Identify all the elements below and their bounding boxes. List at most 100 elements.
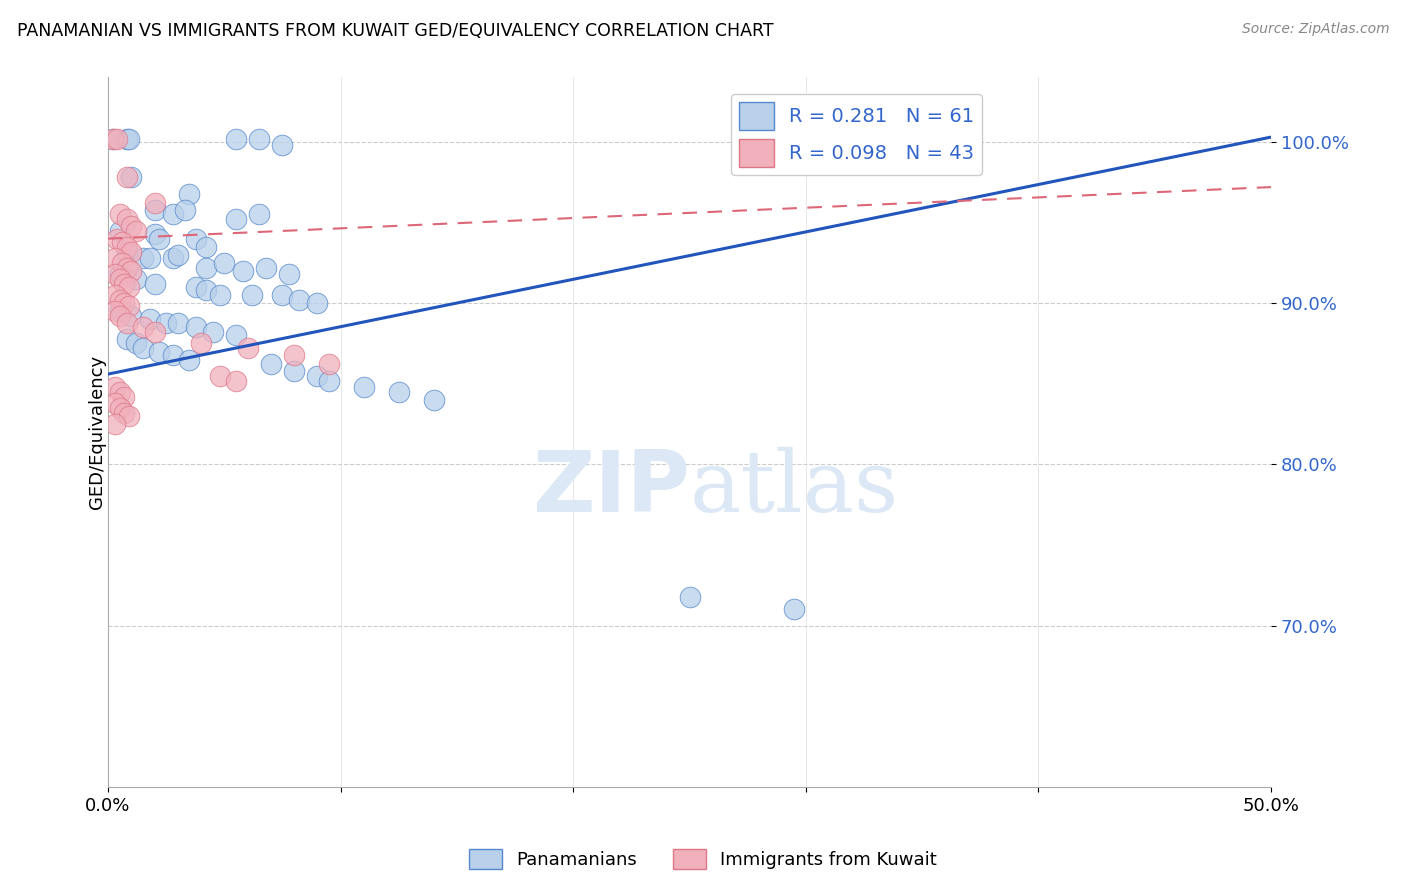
Point [112,390,135,404]
Point [115,260,138,275]
Point [108,304,131,318]
Point [143,277,166,291]
Point [143,196,166,211]
Point [201,325,224,339]
Point [118,132,141,146]
Point [143,227,166,241]
Point [179,352,201,367]
Point [108,207,131,221]
Point [190,336,212,351]
Legend: Panamanians, Immigrants from Kuwait: Panamanians, Immigrants from Kuwait [460,839,946,879]
Point [194,260,217,275]
Point [240,288,263,302]
Point [194,240,217,254]
Point [318,374,340,388]
Point [115,316,138,330]
Point [101,132,124,146]
Point [115,212,138,227]
Point [105,232,128,246]
Text: atlas: atlas [689,447,898,531]
Point [125,336,148,351]
Point [112,406,135,420]
Point [115,244,138,259]
Point [118,299,141,313]
Point [208,288,231,302]
Y-axis label: GED/Equivalency: GED/Equivalency [89,355,105,509]
Point [307,368,329,383]
Point [115,132,138,146]
Point [132,251,155,265]
Point [108,267,131,281]
Point [108,309,131,323]
Point [118,280,141,294]
Point [162,207,184,221]
Point [225,132,247,146]
Point [271,138,294,153]
Point [166,316,188,330]
Point [162,348,184,362]
Point [214,256,236,270]
Point [186,280,208,294]
Point [388,384,411,399]
Point [132,341,155,355]
Point [105,132,128,146]
Point [225,374,247,388]
Point [104,417,127,431]
Text: PANAMANIAN VS IMMIGRANTS FROM KUWAIT GED/EQUIVALENCY CORRELATION CHART: PANAMANIAN VS IMMIGRANTS FROM KUWAIT GED… [17,22,773,40]
Point [108,401,131,415]
Point [120,244,142,259]
Point [120,170,142,185]
Point [101,132,124,146]
Point [208,368,231,383]
Point [236,341,259,355]
Point [132,320,155,334]
Point [287,293,309,307]
Point [104,396,127,410]
Point [139,251,162,265]
Point [115,240,138,254]
Point [271,288,294,302]
Point [283,348,305,362]
Text: ZIP: ZIP [531,448,689,531]
Point [318,358,340,372]
Point [247,132,270,146]
Point [104,267,127,281]
Point [260,358,283,372]
Point [125,224,148,238]
Point [186,232,208,246]
Point [115,170,138,185]
Point [186,320,208,334]
Point [225,212,247,227]
Point [104,251,127,265]
Point [104,304,127,318]
Point [115,332,138,346]
Point [247,207,270,221]
Point [111,256,134,270]
Point [254,260,277,275]
Point [120,309,142,323]
Point [179,186,201,201]
Point [422,392,444,407]
Point [148,344,170,359]
Point [112,296,135,310]
Point [162,251,184,265]
Text: Source: ZipAtlas.com: Source: ZipAtlas.com [1241,22,1389,37]
Point [307,296,329,310]
Point [108,384,131,399]
Point [173,202,195,217]
Point [108,293,131,307]
Point [283,364,305,378]
Point [118,409,141,423]
Point [353,380,375,394]
Point [194,283,217,297]
Point [166,248,188,262]
Point [120,219,142,233]
Point [108,272,131,286]
Point [678,590,700,604]
Point [232,264,254,278]
Point [111,235,134,249]
Point [278,267,301,281]
Point [139,312,162,326]
Point [108,224,131,238]
Point [143,325,166,339]
